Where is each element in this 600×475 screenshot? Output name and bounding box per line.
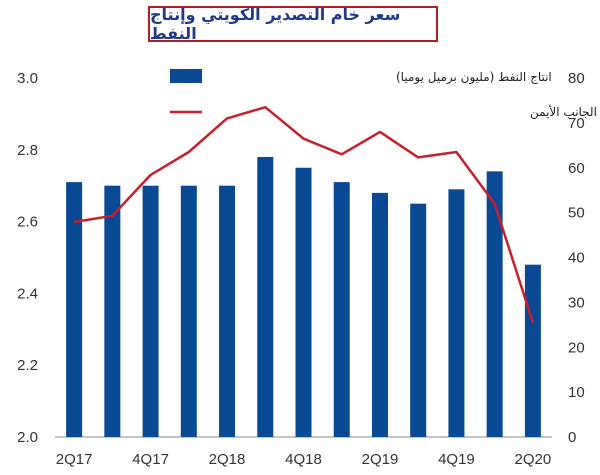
x-axis-tick: 2Q17 xyxy=(56,451,93,468)
bar xyxy=(410,203,427,437)
bar xyxy=(180,185,197,437)
legend: انتاج النفط (مليون برميل يوميا) سعر خام ا… xyxy=(170,69,600,120)
bar xyxy=(524,264,541,437)
bar xyxy=(142,185,159,437)
chart-title-box: سعر خام التصدير الكويتي وإنتاج النفط xyxy=(148,5,438,43)
bar xyxy=(219,185,236,437)
right-axis-tick: 10 xyxy=(568,384,585,401)
left-axis-tick: 2.8 xyxy=(17,142,38,159)
bar-series xyxy=(66,156,541,438)
right-axis-tick: 70 xyxy=(568,115,585,132)
left-axis-tick: 2.4 xyxy=(17,285,38,302)
x-axis-tick: 2Q19 xyxy=(362,451,399,468)
bar xyxy=(333,182,350,437)
right-axis-tick: 50 xyxy=(568,205,585,222)
right-axis-tick: 30 xyxy=(568,294,585,311)
bar xyxy=(448,189,465,437)
x-axis-tick: 2Q18 xyxy=(209,451,246,468)
x-axis-tick: 2Q20 xyxy=(515,451,552,468)
legend-bar-swatch xyxy=(170,69,202,83)
bar xyxy=(257,156,274,438)
bar xyxy=(104,185,121,437)
bar xyxy=(295,167,312,437)
bar xyxy=(486,171,503,437)
x-axis-tick: 4Q19 xyxy=(438,451,475,468)
chart-title: سعر خام التصدير الكويتي وإنتاج النفط xyxy=(150,5,401,43)
right-axis-tick: 60 xyxy=(568,160,585,177)
right-axis-tick: 80 xyxy=(568,70,585,87)
right-axis-tick: 0 xyxy=(568,429,576,446)
left-axis-tick: 2.2 xyxy=(17,357,38,374)
legend-line-label: سعر خام التصدير الكويتي (دولار/برميل)، ا… xyxy=(530,104,600,120)
right-axis-tick: 20 xyxy=(568,339,585,356)
x-axis-tick: 4Q17 xyxy=(132,451,169,468)
axes: 2.0 2.2 2.4 2.6 2.8 3.0 0 10 20 30 40 50 60 70 80 2Q17 4… xyxy=(17,70,585,468)
legend-bar-label: انتاج النفط (مليون برميل يوميا) xyxy=(396,70,552,85)
line-series xyxy=(73,105,535,323)
right-axis-tick: 40 xyxy=(568,250,585,267)
left-axis-tick: 2.6 xyxy=(17,214,38,231)
bar xyxy=(371,192,388,437)
x-axis-tick: 4Q18 xyxy=(285,451,322,468)
left-axis-tick: 3.0 xyxy=(17,70,38,87)
bar xyxy=(66,182,83,437)
left-axis-tick: 2.0 xyxy=(17,429,38,446)
